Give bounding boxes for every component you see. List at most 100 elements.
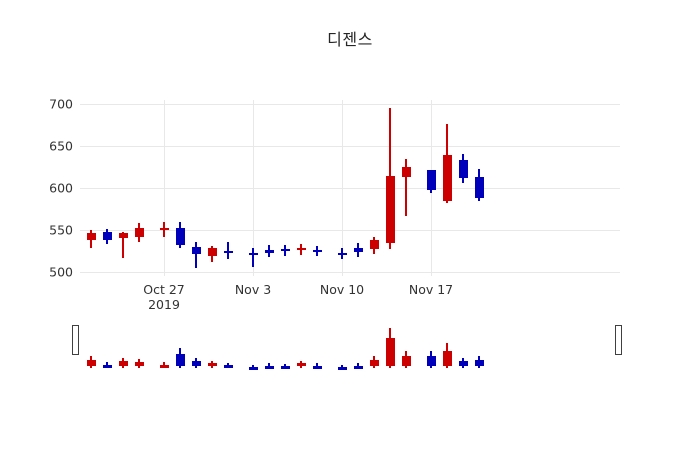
date-tick-year: 2019	[148, 297, 180, 312]
volume-body	[353, 365, 363, 369]
candlestick	[401, 100, 411, 276]
volume-body	[264, 365, 274, 369]
candle-body	[426, 169, 436, 191]
volume-body	[175, 353, 185, 366]
candlestick	[223, 100, 233, 276]
price-gridline	[80, 146, 620, 148]
volume-body	[401, 355, 411, 366]
candle-body	[175, 228, 185, 245]
date-tick-label: Nov 17	[409, 282, 453, 297]
date-tick-label: Nov 3	[235, 282, 271, 297]
volume-bar	[118, 322, 128, 372]
price-gridline	[80, 104, 620, 106]
volume-bar	[207, 322, 217, 372]
candlestick	[385, 100, 395, 276]
volume-bar	[191, 322, 201, 372]
candle-body	[442, 155, 452, 201]
volume-bar	[474, 322, 484, 372]
price-tick-label: 600	[49, 180, 73, 196]
candle-body	[369, 239, 379, 250]
volume-body	[296, 363, 306, 367]
volume-body	[426, 355, 436, 366]
price-tick-label: 500	[49, 264, 73, 280]
volume-bar	[86, 322, 96, 372]
volume-plot-area	[72, 322, 622, 372]
candlestick	[207, 100, 217, 276]
volume-bar	[442, 322, 452, 372]
volume-body	[474, 360, 484, 366]
candlestick	[296, 100, 306, 276]
volume-bar	[280, 322, 290, 372]
candlestick	[442, 100, 452, 276]
candle-body	[134, 228, 144, 237]
volume-body	[207, 363, 217, 367]
candlestick	[353, 100, 363, 276]
candlestick	[118, 100, 128, 276]
volume-bar	[369, 322, 379, 372]
volume-bar	[134, 322, 144, 372]
candle-body	[223, 250, 233, 253]
candle-body	[191, 246, 201, 255]
volume-body	[248, 366, 258, 370]
date-gridline	[253, 100, 254, 276]
candle-body	[248, 253, 258, 256]
candle-body	[264, 250, 274, 254]
candle-body	[474, 177, 484, 199]
volume-body	[191, 361, 201, 366]
candle-wick	[405, 158, 407, 217]
volume-bar	[426, 322, 436, 372]
candlestick	[175, 100, 185, 276]
candle-body	[385, 176, 395, 244]
candle-body	[118, 233, 128, 239]
price-tick-label: 700	[49, 96, 73, 112]
volume-body	[134, 362, 144, 366]
price-gridline	[80, 229, 620, 231]
volume-wick	[341, 364, 343, 368]
volume-bar	[175, 322, 185, 372]
candlestick	[134, 100, 144, 276]
volume-edge-marker-right	[615, 325, 622, 355]
date-tick-line: Nov 3	[234, 282, 272, 297]
candle-body	[353, 248, 363, 252]
volume-bar	[385, 322, 395, 372]
candle-body	[296, 247, 306, 250]
volume-bar	[264, 322, 274, 372]
date-tick-label: Oct 27 2019	[143, 282, 185, 312]
candlestick	[280, 100, 290, 276]
candlestick	[474, 100, 484, 276]
date-tick-line: Nov 10	[319, 282, 365, 297]
volume-body	[223, 365, 233, 369]
date-tick-line: Oct 27	[143, 282, 185, 297]
date-tick-label: Nov 10	[320, 282, 364, 297]
volume-bar	[458, 322, 468, 372]
volume-bar	[337, 322, 347, 372]
volume-body	[118, 361, 128, 366]
volume-bar	[353, 322, 363, 372]
date-gridline	[164, 100, 165, 276]
volume-bar	[102, 322, 112, 372]
candlestick	[102, 100, 112, 276]
candle-body	[401, 167, 411, 178]
candlestick	[86, 100, 96, 276]
volume-bar	[223, 322, 233, 372]
volume-body	[442, 350, 452, 366]
price-plot-area: 500 550 600 650 700 Oct 27 2019 Nov 3 Nov 10 Nov…	[49, 97, 620, 312]
candlestick	[159, 100, 169, 276]
chart-title: 디젠스	[327, 30, 373, 49]
candle-body	[207, 248, 217, 256]
candlestick	[426, 100, 436, 276]
volume-bar	[248, 322, 258, 372]
candle-body	[280, 249, 290, 252]
candle-wick	[195, 241, 197, 268]
candle-wick	[122, 231, 124, 259]
volume-edge-marker-left	[72, 325, 79, 355]
price-tick-label: 650	[49, 138, 73, 154]
price-gridline	[80, 271, 620, 273]
volume-body	[369, 360, 379, 366]
volume-body	[86, 360, 96, 366]
volume-body	[159, 364, 169, 368]
candle-body	[86, 233, 96, 240]
candlestick	[458, 100, 468, 276]
volume-body	[312, 365, 322, 369]
